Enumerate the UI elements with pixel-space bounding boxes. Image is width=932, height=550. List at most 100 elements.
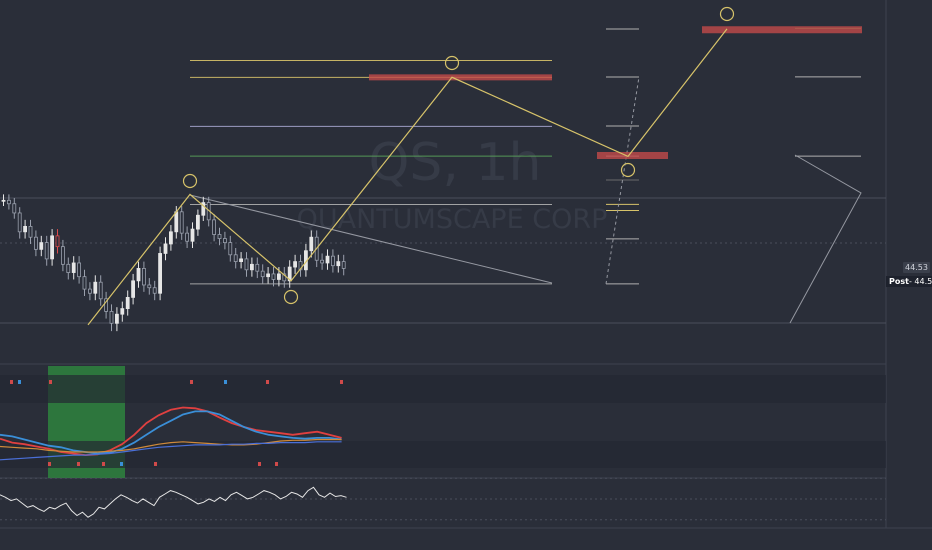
candle-body [88, 288, 92, 294]
current-price-label: 44.53 [905, 263, 928, 272]
candle-body [125, 296, 130, 309]
trend-line [189, 194, 553, 284]
signal-marker [49, 380, 52, 384]
candle-body [260, 270, 265, 278]
candle-body [228, 242, 233, 256]
candle-body [185, 232, 190, 242]
fib-right-trend [789, 154, 862, 324]
candle-body [233, 254, 238, 263]
candle-body [168, 231, 173, 245]
candle-body [147, 284, 152, 289]
candle-body [98, 281, 103, 300]
candle-body [1, 199, 6, 202]
candle-body [276, 273, 281, 280]
candle-body [320, 259, 325, 264]
current-price-badge [903, 262, 930, 273]
wave-marker [182, 173, 198, 189]
signal-marker [102, 462, 105, 466]
candle-body [136, 268, 141, 282]
indicator-lower-band [0, 441, 886, 468]
candle-body [212, 219, 217, 235]
candle-body [7, 199, 11, 205]
signal-marker [18, 380, 21, 384]
candle-body [50, 235, 54, 260]
candle-body [158, 253, 163, 294]
candle-body [120, 308, 125, 315]
candle-body [23, 225, 28, 233]
candle-body [131, 280, 136, 298]
post-label: Post [889, 277, 909, 286]
candle-body [341, 261, 346, 269]
wave-marker [620, 162, 636, 178]
candle-body [298, 261, 303, 271]
watermark-symbol: QS, 1h [368, 133, 541, 193]
candle-body [115, 313, 119, 324]
watermark-name: QUANTUMSCAPE CORP [297, 204, 608, 235]
candle-body [44, 242, 49, 260]
candle-body [104, 298, 108, 312]
fib-mid-trend [605, 76, 640, 284]
signal-marker [190, 380, 193, 384]
candle-body [12, 203, 17, 214]
candle-body [217, 234, 222, 239]
target-zone-wave5 [702, 26, 862, 34]
wave-marker [719, 6, 735, 22]
candle-body [17, 212, 22, 233]
target-zone-wave4 [597, 152, 668, 159]
candle-body [34, 236, 38, 250]
post-badge [886, 276, 932, 287]
signal-marker [120, 462, 123, 466]
candle-body [325, 255, 330, 264]
indicator1-series [0, 438, 342, 453]
candle-body [336, 261, 341, 267]
signal-marker [258, 462, 261, 466]
candle-body [61, 246, 65, 265]
signal-marker [154, 462, 157, 466]
candle-body [195, 214, 200, 230]
indicator1-series [0, 410, 342, 455]
candle-body [77, 262, 81, 278]
candle-body [190, 228, 195, 242]
candle-body [93, 281, 98, 294]
candle-body [249, 263, 254, 271]
candle-body [55, 235, 60, 248]
indicator1-series [0, 441, 342, 461]
wave-marker [283, 289, 299, 305]
candle-body [309, 236, 314, 252]
target-zone-wave3 [369, 74, 552, 81]
indicator2-series [0, 486, 347, 518]
candle-body [179, 211, 184, 234]
candle-body [222, 238, 227, 244]
candle-body [82, 276, 87, 290]
signal-marker [224, 380, 227, 384]
candle-body [282, 273, 287, 282]
candle-body [271, 273, 276, 280]
candle-body [109, 310, 114, 324]
candle-body [287, 266, 292, 282]
signal-marker [77, 462, 80, 466]
candle-body [266, 273, 271, 278]
candle-body [141, 268, 146, 286]
candle-body [174, 211, 179, 233]
candle-body [66, 263, 71, 273]
candle-body [244, 258, 249, 271]
signal-marker [48, 462, 51, 466]
elliott-wave-path [87, 28, 728, 326]
wave-marker [444, 55, 460, 71]
post-price: - 44.53 [909, 277, 932, 286]
candle-body [39, 242, 44, 250]
candle-body [330, 255, 335, 267]
candle-body [163, 243, 168, 254]
signal-marker [10, 380, 13, 384]
candle-body [201, 202, 206, 216]
candle-body [28, 225, 33, 238]
candle-body [255, 263, 260, 272]
signal-marker [275, 462, 278, 466]
indicator-upper-band [0, 375, 886, 403]
candle-body [152, 287, 157, 294]
signal-marker [266, 380, 269, 384]
signal-marker [340, 380, 343, 384]
candle-body [239, 258, 244, 263]
candle-body [293, 261, 298, 268]
